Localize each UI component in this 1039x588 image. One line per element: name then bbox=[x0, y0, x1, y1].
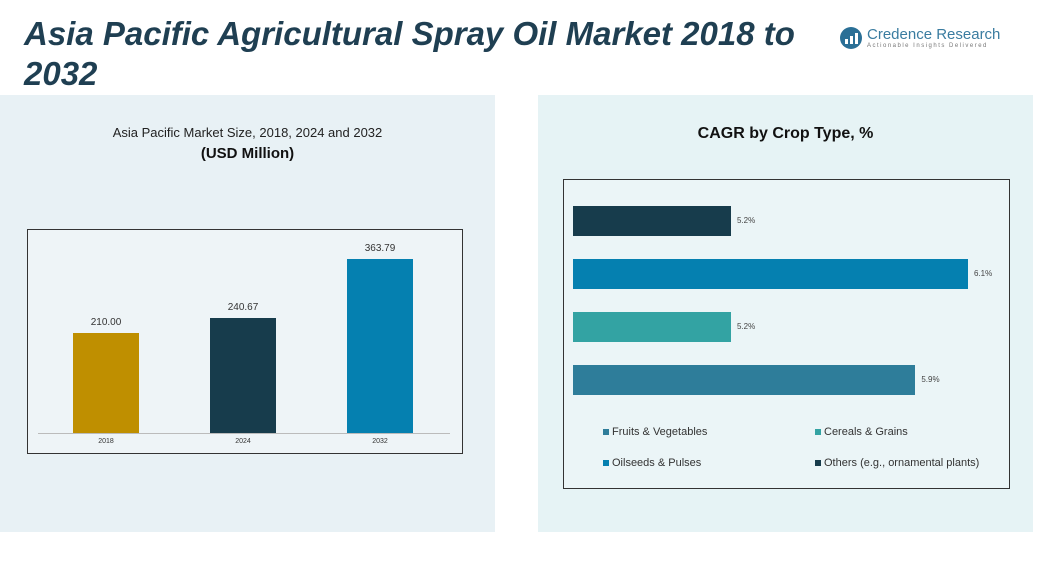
x-tick-label: 2018 bbox=[98, 438, 114, 445]
legend-item: Fruits & Vegetables bbox=[603, 426, 707, 438]
hbar-Cereals & Grains bbox=[573, 312, 731, 342]
value-label: 240.67 bbox=[227, 301, 259, 313]
legend-label: Others (e.g., ornamental plants) bbox=[824, 457, 980, 469]
value-label: 5.2% bbox=[737, 216, 756, 225]
legend-item: Oilseeds & Pulses bbox=[603, 457, 701, 469]
bar-2018 bbox=[73, 332, 139, 433]
logo-tagline: Actionable Insights Delivered bbox=[867, 43, 988, 49]
logo-icon bbox=[840, 26, 862, 49]
legend-item: Cereals & Grains bbox=[815, 426, 908, 438]
value-label: 6.1% bbox=[974, 269, 993, 278]
x-tick-label: 2024 bbox=[235, 438, 251, 445]
bar-2032 bbox=[347, 259, 413, 433]
hbar-Oilseeds & Pulses bbox=[573, 259, 968, 289]
logo-name: Credence Research bbox=[867, 26, 1001, 43]
legend-label: Oilseeds & Pulses bbox=[612, 457, 702, 469]
left-chart-unit: (USD Million) bbox=[200, 145, 295, 162]
legend-swatch bbox=[815, 429, 821, 435]
hbar-Others (e.g., ornamental plants) bbox=[573, 206, 731, 236]
value-label: 5.9% bbox=[921, 375, 940, 384]
legend-swatch bbox=[603, 429, 609, 435]
page-title: Asia Pacific Agricultural Spray Oil Mark… bbox=[24, 15, 795, 92]
legend-label: Fruits & Vegetables bbox=[612, 426, 708, 438]
bar-2024 bbox=[210, 317, 276, 433]
value-label: 363.79 bbox=[364, 243, 396, 254]
left-chart-title: Asia Pacific Market Size, 2018, 2024 and… bbox=[112, 125, 383, 140]
legend-swatch bbox=[815, 460, 821, 466]
logo: Credence Research Actionable Insights De… bbox=[840, 26, 1000, 49]
value-label: 5.2% bbox=[737, 322, 756, 331]
value-label: 210.00 bbox=[90, 316, 122, 328]
right-chart-title: CAGR by Crop Type, % bbox=[697, 125, 874, 142]
legend-swatch bbox=[603, 460, 609, 466]
x-tick-label: 2032 bbox=[372, 438, 388, 445]
legend-label: Cereals & Grains bbox=[824, 426, 908, 438]
x-axis-line bbox=[38, 433, 450, 434]
legend-item: Others (e.g., ornamental plants) bbox=[815, 457, 979, 469]
hbar-Fruits & Vegetables bbox=[573, 365, 916, 395]
